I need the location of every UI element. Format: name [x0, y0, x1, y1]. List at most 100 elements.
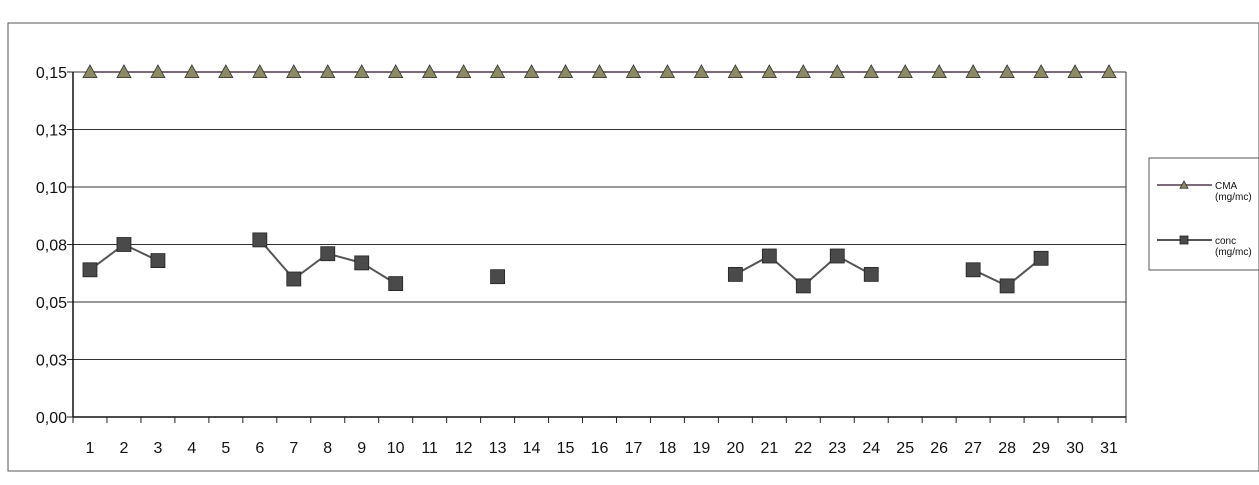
series-1-point [82, 262, 98, 278]
series-1-point [354, 255, 370, 271]
x-tick-label: 24 [862, 440, 880, 457]
series-0-point [320, 64, 336, 78]
series-0-point [116, 64, 132, 78]
x-tick-label: 8 [323, 440, 332, 457]
x-tick-label: 7 [289, 440, 298, 457]
x-tick-label: 25 [896, 440, 914, 457]
series-0-point [761, 64, 778, 78]
series-1-point [965, 262, 981, 278]
x-tick-label: 15 [557, 440, 575, 457]
series-1-point [761, 248, 777, 264]
series-0-point [625, 64, 642, 78]
series-1-point [286, 271, 302, 287]
y-tick-label: 0,00 [36, 410, 67, 427]
x-tick-label: 1 [86, 440, 95, 457]
series-0-point [659, 64, 676, 78]
x-tick-label: 23 [828, 440, 846, 457]
series-0-point [863, 64, 879, 78]
series-0-point [999, 64, 1015, 78]
x-tick-label: 10 [387, 440, 405, 457]
legend-label-0: (mg/mc) [1215, 192, 1252, 203]
axes [67, 71, 1127, 423]
series-0-point [1067, 64, 1083, 78]
x-tick-label: 9 [357, 440, 366, 457]
series-0-point [421, 64, 438, 78]
series-0-point [897, 64, 913, 78]
y-tick-label: 0,15 [36, 65, 67, 82]
x-tick-label: 12 [455, 440, 473, 457]
series-0-point [150, 64, 166, 78]
x-tick-label: 17 [625, 440, 643, 457]
x-tick-label: 20 [726, 440, 744, 457]
series-1-point [116, 237, 132, 252]
legend-label-1: conc [1215, 236, 1236, 247]
series-0-point [388, 64, 404, 78]
x-tick-label: 2 [119, 440, 128, 457]
y-tick-label: 0,08 [36, 238, 67, 255]
legend-label-1: (mg/mc) [1215, 247, 1252, 258]
legend-marker-1 [1179, 235, 1189, 245]
y-tick-label: 0,05 [36, 295, 67, 312]
x-tick-label: 6 [255, 440, 264, 457]
series-0-point [218, 64, 234, 78]
series-0-point [557, 64, 574, 78]
x-tick-label: 26 [930, 440, 948, 457]
series-0-point [1033, 64, 1049, 78]
x-tick-label: 21 [760, 440, 778, 457]
series-0-point [184, 64, 200, 78]
x-tick-label: 22 [794, 440, 812, 457]
x-tick-label: 29 [1032, 440, 1050, 457]
x-tick-label: 13 [489, 440, 507, 457]
series-0-point [693, 64, 710, 78]
gridlines [73, 71, 1126, 360]
x-tick-labels: 1 2 3 4 5 6 7 8 9 10 11 12 13 14 15 16 17 18 19 20 21 22 23 24 2… [86, 440, 1118, 457]
x-tick-label: 16 [591, 440, 609, 457]
series-1-point [829, 248, 845, 264]
series-0-point [252, 64, 268, 78]
x-tick-label: 11 [421, 440, 438, 457]
x-tick-label: 18 [659, 440, 677, 457]
series-1-point [727, 266, 743, 282]
x-tick-label: 27 [964, 440, 982, 457]
series-1-point [1033, 250, 1049, 266]
series-layer [82, 64, 1117, 294]
y-tick-labels: 0,00 0,03 0,05 0,08 0,10 0,13 0,15 [36, 65, 67, 427]
y-tick-label: 0,03 [36, 353, 67, 370]
series-1-point [795, 278, 811, 294]
series-0-point [455, 64, 472, 78]
x-tick-label: 3 [153, 440, 162, 457]
series-0 [82, 64, 1117, 78]
series-0-point [489, 64, 506, 78]
series-0-point [1101, 64, 1117, 78]
series-0-point [931, 64, 947, 78]
legend-label-0: CMA [1215, 181, 1238, 192]
series-1-point [150, 253, 166, 269]
y-tick-label: 0,10 [36, 180, 67, 197]
series-1-point [320, 246, 336, 262]
series-0-point [591, 64, 608, 78]
chart-area-border [7, 22, 1259, 472]
x-tick-label: 4 [187, 440, 196, 457]
series-1-point [252, 232, 268, 248]
x-tick-label: 14 [523, 440, 541, 457]
x-tick-label: 30 [1066, 440, 1084, 457]
legend-box [1148, 157, 1259, 271]
series-0-point [82, 64, 98, 78]
legend: CMA(mg/mc)conc(mg/mc) [1148, 157, 1259, 271]
series-0-point [727, 64, 744, 78]
series-1-point [388, 276, 404, 292]
y-tick-label: 0,13 [36, 123, 67, 140]
x-tick-label: 5 [221, 440, 230, 457]
series-1-point [999, 278, 1015, 294]
x-tick-label: 28 [998, 440, 1016, 457]
legend-marker-0 [1179, 180, 1189, 189]
x-tick-label: 31 [1100, 440, 1118, 457]
series-0-point [829, 64, 845, 78]
series-1-point [490, 269, 505, 285]
series-0-point [523, 64, 540, 78]
series-0-point [795, 64, 811, 78]
series-0-point [965, 64, 981, 78]
series-0-point [354, 64, 370, 78]
